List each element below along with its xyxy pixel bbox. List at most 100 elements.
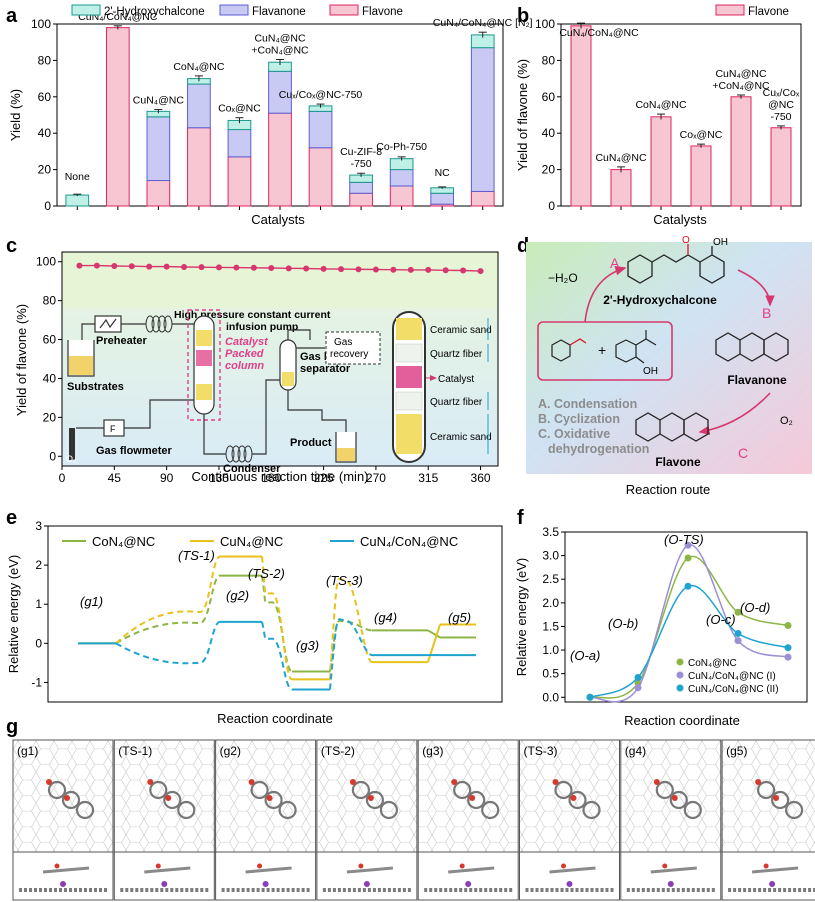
axis-c-ytick-label: 80 [43, 294, 57, 308]
side-view-box [721, 851, 815, 901]
point-c [338, 266, 345, 273]
flavanone-name: Flavanone [727, 373, 787, 387]
legend-label-f: CoN₄@NC [688, 658, 737, 669]
point-c [303, 265, 310, 272]
oxygen-atom [165, 795, 172, 801]
oxygen-atom-side [257, 863, 263, 869]
product-label: Product [290, 437, 332, 449]
panel-label-f: f [517, 507, 524, 529]
molecule-ring [149, 780, 168, 800]
step-a-label: A [610, 255, 620, 271]
step-c-label: C [738, 445, 748, 461]
bar-label-a: Co-Ph-750 [376, 141, 427, 153]
axis-c-xtick-label: 135 [209, 471, 229, 485]
point-c [146, 263, 153, 270]
axis-a-ytick-label: 0 [44, 199, 51, 213]
oxygen-atom [671, 795, 678, 801]
bar-label-a: Cuₓ/Coₓ@NC-750 [279, 89, 363, 101]
panel-label-c: c [6, 235, 17, 257]
plot-frame-e [47, 525, 503, 703]
legend-dehydrogenation: dehydrogenation [548, 442, 649, 456]
legend-cyclization: B. Cyclization [538, 412, 620, 426]
svg-text:F: F [110, 424, 116, 434]
state-label-e: (g4) [374, 610, 397, 625]
bar-a-flavone [146, 180, 171, 207]
point-c [460, 267, 467, 274]
legend-swatch-a [329, 4, 359, 16]
energy-line-e-1 [115, 555, 221, 645]
metal-atom [566, 881, 573, 887]
catalyst-zoom-label: Catalyst [438, 374, 474, 385]
o2-label: O₂ [66, 454, 77, 464]
frame-label: (g2) [220, 744, 241, 758]
panel-label-g: g [6, 716, 18, 738]
side-view-box [417, 851, 519, 901]
point-c [111, 263, 118, 270]
quartz-fiber-label-2: Quartz fiber [430, 397, 483, 408]
metal-atom [465, 881, 472, 887]
bar-a-flavanone [146, 116, 171, 182]
bar-label-b: CuN₄@NC [715, 68, 767, 80]
bar-label-b: Cuₓ/Coₓ [763, 87, 800, 99]
separator-label-2: separator [300, 363, 351, 375]
axis-b-ytick-label: 60 [542, 90, 556, 104]
step-b-label: B [762, 305, 771, 321]
ylabel-f: Relative energy (eV) [514, 558, 529, 677]
xlabel-e: Reaction coordinate [217, 711, 333, 726]
point-c [425, 266, 432, 273]
ylabel-c: Yield of flavone (%) [14, 304, 29, 416]
plot-band-top-c [62, 252, 498, 308]
legend-label-e: CuN₄@NC [220, 534, 283, 549]
frame-label: (g3) [422, 744, 443, 758]
bar-a-flavanone [187, 83, 211, 129]
state-label-f: (O-b) [608, 616, 638, 631]
axis-c-ytick-label: 100 [36, 255, 56, 269]
arrow-a [584, 266, 627, 323]
oxygen-atom [147, 779, 154, 785]
molecule-ring [784, 800, 804, 820]
legend-swatch-a [219, 4, 249, 16]
axis-b-ytick-label: 100 [535, 17, 555, 31]
o2-route-label: O₂ [780, 415, 793, 427]
structure-frame: (g1) [12, 739, 114, 901]
condenser-label: Condenser [223, 463, 281, 475]
point-c [268, 264, 275, 271]
frame-label: (TS-1) [118, 744, 152, 758]
legend-b: Flavone [715, 4, 789, 18]
oxygen-atom [46, 779, 52, 785]
legend-marker-f [676, 658, 684, 666]
point-c [198, 264, 205, 271]
reactants-box [537, 321, 673, 381]
point-c [355, 266, 362, 273]
point-f [684, 582, 692, 590]
energy-line-e-1 [261, 556, 293, 681]
axis-e-ytick-label: 3 [35, 519, 42, 533]
line-sub-pre [81, 323, 95, 340]
ceramic-sand-label-1: Ceramic sand [430, 325, 492, 336]
axis-c-xtick-label: 360 [471, 471, 491, 485]
state-label-e: (TS-1) [178, 548, 215, 563]
oxygen-atom-side [54, 863, 60, 869]
bars-a: NoneCuN₄/CoN₄@NCCuN₄@NCCoN₄@NCCoₓ@NCCuN₄… [65, 11, 533, 207]
bar-a-flavone [268, 112, 292, 207]
legend-label-a: Flavone [362, 6, 403, 18]
bar-label-b: -750 [770, 111, 791, 123]
bar-label-a: +CoN₄@NC [251, 44, 309, 56]
axis-a-ytick-label: 20 [38, 163, 52, 177]
line-cond [203, 379, 280, 455]
axis-f-ytick-label: 2.5 [542, 572, 559, 586]
bar-a-flavone [389, 185, 414, 207]
adsorbed-molecule [346, 866, 394, 874]
point-c [250, 264, 257, 271]
point-f [784, 653, 792, 661]
route-background [526, 242, 812, 474]
oxygen-atom [653, 779, 660, 785]
panel-d: d OH O 2'-Hydroxychalcone A −H₂O + OH [517, 235, 812, 497]
legend-label-e: CoN₄@NC [92, 534, 155, 549]
flavanone-structure [715, 332, 789, 362]
oxygen-atom-side [459, 863, 465, 869]
molecule-ring [467, 790, 486, 810]
oxygen-atom [773, 795, 780, 801]
point-f [634, 673, 642, 681]
